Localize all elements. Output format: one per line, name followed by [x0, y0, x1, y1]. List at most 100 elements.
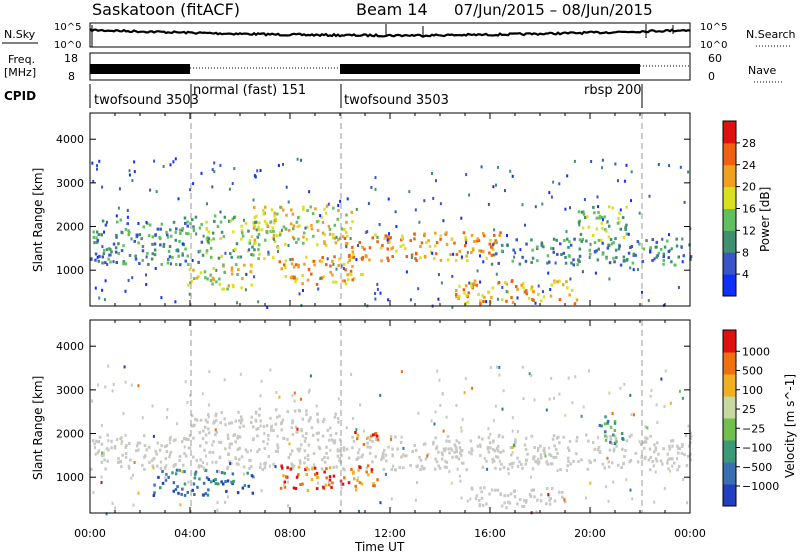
scatter-cell — [205, 220, 208, 224]
scatter-cell — [209, 238, 213, 242]
scatter-cell — [514, 440, 516, 444]
scatter-cell — [630, 245, 634, 248]
scatter-cell — [227, 437, 230, 441]
scatter-cell — [410, 256, 413, 260]
scatter-cell — [624, 228, 627, 231]
scatter-cell — [419, 468, 422, 472]
scatter-cell — [270, 208, 274, 212]
scatter-cell — [160, 262, 163, 266]
scatter-cell — [234, 263, 238, 267]
scatter-cell — [479, 299, 482, 303]
scatter-cell — [357, 468, 360, 472]
scatter-cell — [340, 486, 343, 490]
scatter-cell — [508, 462, 512, 466]
scatter-cell — [625, 439, 629, 443]
scatter-cell — [267, 437, 270, 441]
scatter-cell — [488, 441, 492, 445]
scatter-cell — [167, 475, 170, 479]
scatter-cell — [579, 232, 583, 236]
scatter-cell — [358, 448, 361, 452]
velocity-colorbar-swatches — [723, 330, 736, 507]
scatter-cell — [511, 429, 514, 433]
scatter-cell — [681, 443, 684, 446]
scatter-cell — [138, 233, 142, 237]
scatter-cell — [485, 502, 488, 506]
scatter-cell — [110, 446, 113, 450]
scatter-cell — [663, 404, 666, 408]
scatter-cell — [604, 438, 608, 442]
scatter-cell — [536, 293, 540, 297]
colorbar-swatch — [723, 484, 736, 507]
scatter-cell — [248, 459, 251, 463]
scatter-cell — [258, 448, 261, 452]
colorbar-swatch — [723, 164, 736, 188]
scatter-cell — [580, 239, 583, 243]
scatter-cell — [94, 252, 98, 256]
scatter-cell — [451, 274, 454, 278]
scatter-cell — [334, 412, 337, 416]
scatter-cell — [214, 414, 217, 418]
scatter-cell — [347, 278, 350, 282]
scatter-cell — [455, 259, 458, 262]
scatter-cell — [209, 246, 213, 250]
scatter-cell — [530, 285, 534, 289]
scatter-cell — [218, 282, 222, 286]
scatter-cell — [630, 170, 633, 174]
scatter-cell — [282, 483, 285, 487]
scatter-cell — [333, 223, 337, 227]
scatter-cell — [556, 280, 559, 284]
scatter-cell — [494, 239, 497, 243]
scatter-cell — [390, 247, 393, 251]
scatter-cell — [502, 389, 505, 393]
scatter-cell — [93, 241, 96, 245]
freq-block — [340, 64, 590, 74]
scatter-cell — [308, 388, 311, 392]
scatter-cell — [345, 426, 348, 430]
scatter-cell — [104, 279, 107, 283]
scatter-cell — [242, 465, 246, 469]
scatter-cell — [542, 290, 544, 294]
scatter-cell — [178, 240, 181, 243]
scatter-cell — [323, 456, 326, 459]
scatter-cell — [297, 263, 300, 267]
scatter-cell — [333, 255, 336, 259]
scatter-cell — [457, 297, 460, 301]
scatter-cell — [104, 385, 107, 389]
scatter-cell — [681, 260, 684, 264]
scatter-cell — [213, 170, 216, 174]
scatter-cell — [192, 277, 196, 281]
scatter-cell — [455, 295, 458, 299]
scatter-cell — [192, 226, 195, 230]
scatter-cell — [433, 422, 436, 426]
scatter-cell — [260, 379, 263, 383]
scatter-cell — [94, 446, 96, 450]
scatter-cell — [96, 451, 100, 455]
scatter-cell — [464, 239, 468, 242]
scatter-cell — [589, 481, 592, 485]
scatter-cell — [174, 157, 177, 161]
scatter-cell — [606, 246, 610, 250]
scatter-cell — [115, 261, 118, 264]
scatter-cell — [316, 438, 320, 442]
scatter-cell — [109, 260, 112, 264]
scatter-cell — [250, 415, 253, 419]
scatter-cell — [528, 493, 532, 496]
scatter-cell — [601, 241, 604, 245]
scatter-cell — [254, 419, 258, 423]
scatter-cell — [495, 183, 497, 187]
scatter-cell — [162, 244, 165, 248]
scatter-cell — [197, 275, 200, 279]
scatter-cell — [335, 235, 338, 239]
scatter-cell — [287, 244, 290, 247]
scatter-cell — [275, 408, 278, 412]
scatter-cell — [101, 245, 104, 249]
scatter-cell — [183, 216, 187, 220]
scatter-cell — [316, 229, 320, 232]
scatter-cell — [112, 242, 116, 246]
scatter-cell — [244, 221, 248, 225]
scatter-cell — [649, 394, 652, 398]
scatter-cell — [479, 454, 482, 458]
scatter-cell — [206, 239, 210, 243]
scatter-cell — [625, 205, 628, 209]
